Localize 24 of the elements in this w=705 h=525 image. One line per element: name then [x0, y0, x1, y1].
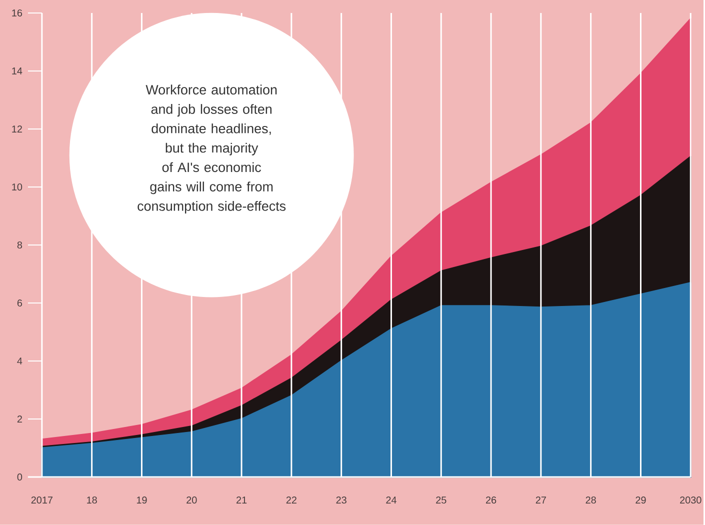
x-tick-label: 29 [636, 496, 646, 504]
y-tick-label: 8 [17, 242, 22, 249]
y-tick-label: 6 [17, 300, 22, 307]
y-tick-label: 4 [17, 358, 22, 364]
x-tick-label: 26 [486, 496, 496, 504]
y-tick-label: 16 [12, 9, 22, 17]
x-tick-label: 21 [236, 496, 247, 504]
x-tick-label: 24 [386, 496, 396, 504]
y-tick-label: 14 [12, 68, 22, 74]
y-tick-label: 10 [12, 184, 22, 191]
y-tick-label: 12 [12, 126, 22, 132]
y-tick-label: 0 [17, 474, 22, 481]
x-tick-label: 2030 [680, 496, 702, 504]
y-tick-label: 2 [17, 416, 22, 423]
x-tick-label: 25 [436, 496, 446, 504]
x-tick-label: 22 [286, 496, 296, 504]
x-tick-label: 23 [336, 496, 346, 504]
x-tick-label: 28 [586, 496, 596, 504]
x-tick-label: 19 [136, 496, 147, 504]
x-tick-label: 20 [186, 496, 197, 504]
annotation: Workforce automation and job losses often dominate headlines, but the majority of AI's economic gains will come from consumption side-effects [138, 84, 286, 214]
x-tick-label: 27 [536, 496, 546, 504]
x-tick-label: 18 [87, 496, 97, 504]
x-tick-label: 2017 [31, 496, 52, 504]
